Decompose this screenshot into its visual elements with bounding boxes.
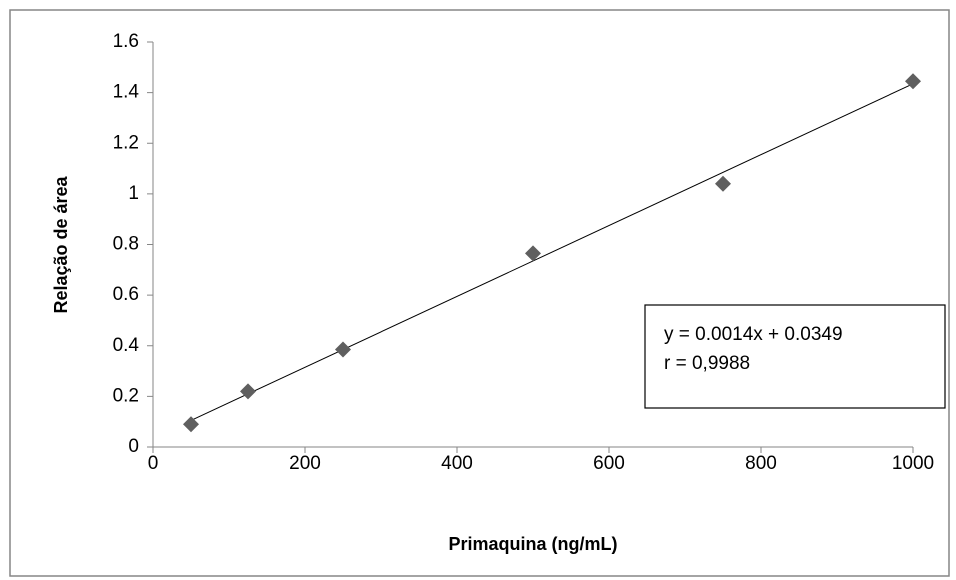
y-tick-label: 0 <box>128 436 139 457</box>
y-tick-label: 0.6 <box>113 284 139 305</box>
y-axis-title: Relação de área <box>51 175 71 313</box>
equation-box <box>644 304 946 409</box>
x-tick-label: 800 <box>745 453 777 474</box>
y-tick-label: 1.6 <box>113 31 139 52</box>
data-point <box>335 341 351 358</box>
data-point <box>525 245 541 262</box>
chart-border <box>9 9 950 577</box>
x-tick-label: 400 <box>441 453 473 474</box>
data-point <box>905 73 921 90</box>
x-axis-title: Primaquina (ng/mL) <box>448 534 617 554</box>
data-point <box>183 416 199 433</box>
data-point <box>240 383 256 400</box>
equation: y = 0.0014x + 0.0349 <box>664 324 843 345</box>
data-point <box>715 175 731 192</box>
x-tick-label: 200 <box>289 453 321 474</box>
y-tick-label: 1.4 <box>113 82 140 103</box>
x-tick-label: 600 <box>593 453 625 474</box>
trendline <box>190 83 914 421</box>
x-tick-label: 0 <box>148 453 159 474</box>
x-tick-label: 1000 <box>892 453 934 474</box>
r-value: r = 0,9988 <box>664 353 750 374</box>
y-tick-label: 1.2 <box>113 132 139 153</box>
y-tick-label: 0.4 <box>113 335 140 356</box>
y-tick-label: 0.8 <box>113 234 139 255</box>
y-tick-label: 1 <box>128 183 139 204</box>
y-tick-label: 0.2 <box>113 385 139 406</box>
